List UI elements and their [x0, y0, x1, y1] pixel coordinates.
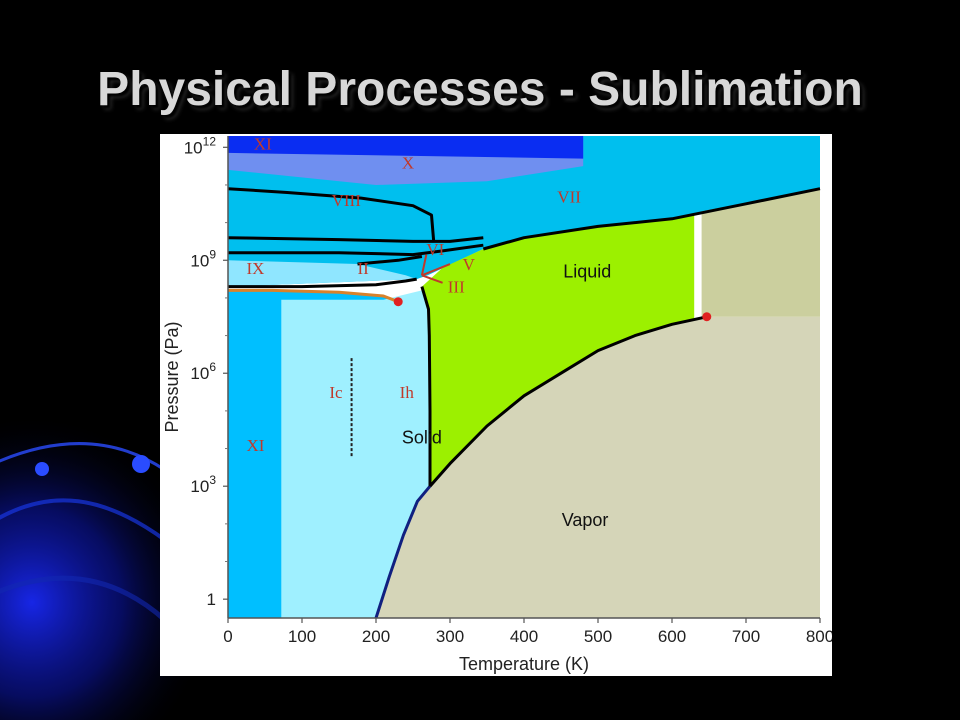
- ice-ii-ih-boundary: [228, 277, 417, 289]
- ice-xi-ih-boundary: [228, 288, 399, 304]
- pointer-iii: [421, 274, 443, 284]
- region-ice-ih-ic: [281, 290, 430, 618]
- phase-label: Ic: [329, 383, 343, 402]
- x-tick-label: 800: [806, 627, 832, 646]
- region-ice-xi-high: [228, 136, 584, 159]
- region-vapor: [376, 316, 820, 618]
- phase-label: VIII: [332, 191, 362, 210]
- critical-point: [702, 312, 712, 322]
- phase-label: III: [448, 278, 465, 297]
- y-axis-label: Pressure (Pa): [162, 321, 182, 432]
- x-tick-label: 200: [362, 627, 390, 646]
- region-supercritical: [701, 188, 820, 317]
- phase-label: VII: [557, 187, 581, 206]
- y-tick-label: 106: [190, 360, 216, 383]
- x-tick-label: 300: [436, 627, 464, 646]
- phase-label: II: [358, 259, 370, 278]
- phase-label: X: [402, 153, 414, 172]
- y-tick-label: 103: [190, 473, 216, 496]
- ice-vi-lower-boundary: [228, 243, 484, 257]
- phase-label: Solid: [402, 427, 442, 447]
- y-tick-label: 109: [190, 247, 216, 270]
- region-liquid: [421, 213, 695, 487]
- x-tick-label: 700: [732, 627, 760, 646]
- x-tick-label: 600: [658, 627, 686, 646]
- x-tick-label: 400: [510, 627, 538, 646]
- phase-label: IX: [247, 259, 265, 278]
- slide-title: Physical Processes - Sublimation: [97, 63, 863, 116]
- phase-label: XI: [247, 436, 265, 455]
- pointer-vi: [420, 254, 428, 276]
- region-ice-ix-ii: [228, 260, 417, 287]
- phase-label: Vapor: [562, 510, 609, 530]
- phase-boundaries: [227, 187, 821, 619]
- phase-regions: [228, 136, 820, 618]
- x-axis-label: Temperature (K): [459, 654, 589, 674]
- sublimation-curve: [374, 485, 432, 619]
- phase-label: V: [463, 255, 476, 274]
- x-tick-label: 500: [584, 627, 612, 646]
- y-tick-label: 1012: [184, 134, 217, 157]
- axes: 0 100 200 300 400 500 600 700 800 1 103 106 109 1012 T…: [162, 134, 832, 674]
- phase-label: Ih: [400, 383, 415, 402]
- y-tick-label: 1: [207, 590, 216, 609]
- phase-points: [393, 297, 712, 322]
- endpoint-marker: [393, 297, 403, 307]
- ice-vi-upper-boundary: [227, 236, 484, 243]
- phase-label: VI: [426, 240, 444, 259]
- phase-diagram-chart: XI X VIII VII VI V IX II III Liquid Ic Ih Solid XI Vap…: [160, 134, 832, 676]
- phase-label: Liquid: [563, 262, 611, 282]
- ice-vii-liquid-boundary: [482, 187, 821, 251]
- pointer-v: [421, 263, 451, 277]
- melting-curve: [420, 286, 432, 487]
- x-tick-label: 0: [223, 627, 232, 646]
- phase-label: XI: [254, 135, 272, 154]
- x-tick-label: 100: [288, 627, 316, 646]
- vaporization-curve: [428, 315, 708, 488]
- ice-ii-upper-boundary: [357, 255, 423, 266]
- ice-vii-viii-boundary: [227, 187, 436, 242]
